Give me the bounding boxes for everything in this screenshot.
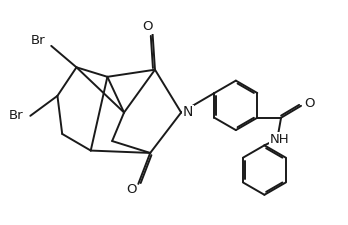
Text: N: N [183, 106, 193, 119]
Text: O: O [143, 20, 153, 33]
Text: NH: NH [270, 133, 290, 146]
Text: O: O [126, 183, 136, 196]
Text: Br: Br [9, 109, 23, 122]
Text: Br: Br [31, 34, 45, 47]
Text: O: O [304, 97, 315, 110]
